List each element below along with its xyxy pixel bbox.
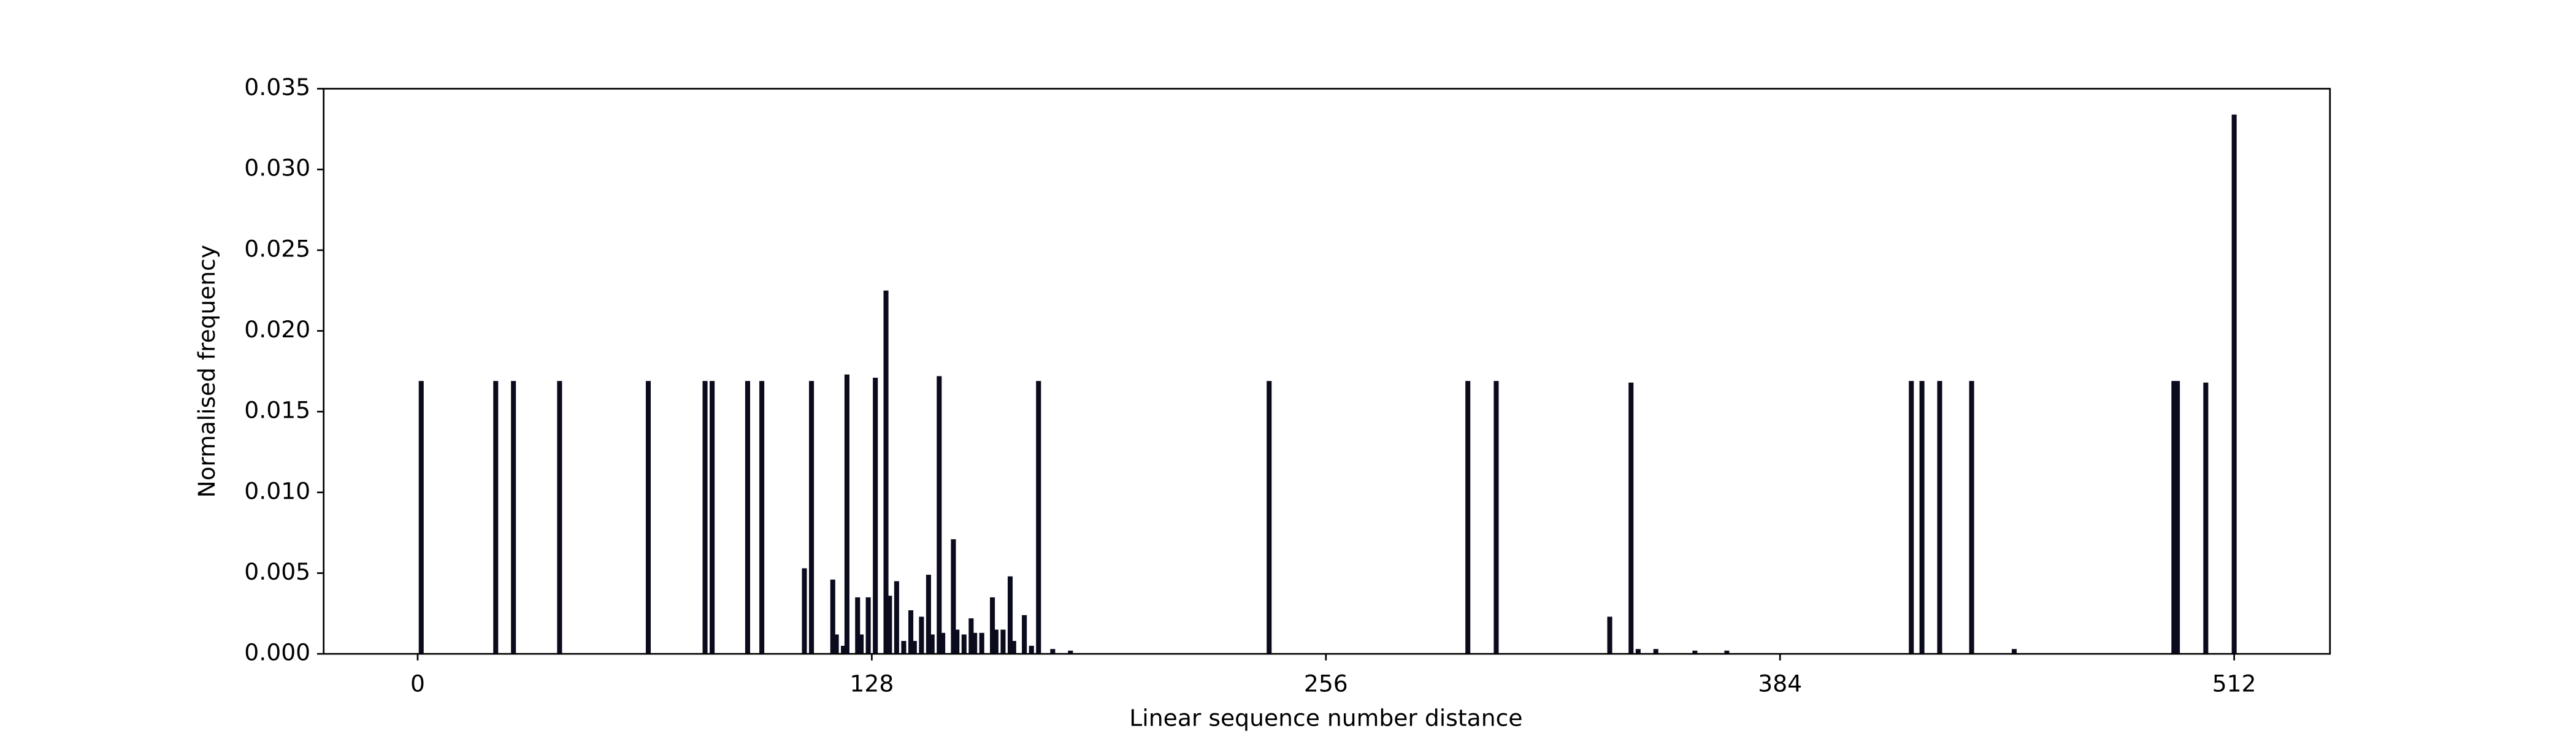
bar [745, 381, 750, 654]
bar [1007, 576, 1013, 654]
bar [1635, 649, 1641, 654]
bar [979, 632, 984, 654]
bar [802, 568, 807, 654]
bar [2203, 382, 2209, 654]
bar [2011, 649, 2017, 654]
bar [990, 597, 995, 654]
bar [1692, 650, 1698, 654]
bar [841, 645, 846, 654]
bar [887, 596, 892, 654]
bar [1068, 650, 1073, 654]
y-tick-label: 0.010 [244, 477, 310, 504]
y-tick-label: 0.030 [244, 155, 310, 182]
bar [1909, 381, 1914, 654]
bar [1036, 381, 1041, 654]
bar [1919, 381, 1925, 654]
bar [865, 597, 871, 654]
bar [557, 381, 562, 654]
bar [954, 629, 960, 654]
bar [926, 575, 931, 654]
bar [702, 381, 708, 654]
bar [511, 381, 516, 654]
bar [1724, 650, 1730, 654]
bar [993, 629, 999, 654]
y-tick-label: 0.000 [244, 639, 310, 666]
bar [1022, 615, 1027, 654]
bar [883, 290, 889, 654]
bar [1000, 629, 1006, 654]
bar [908, 610, 914, 654]
x-tick-label: 384 [1758, 670, 1802, 697]
bar [493, 381, 499, 654]
bar [830, 579, 835, 654]
x-tick-label: 512 [2212, 670, 2256, 697]
bar [1050, 649, 1056, 654]
bar [911, 641, 917, 654]
x-tick-label: 0 [410, 670, 425, 697]
x-tick-label: 256 [1304, 670, 1348, 697]
bar [1493, 381, 1499, 654]
plot-frame [323, 88, 2331, 655]
bar [710, 381, 715, 654]
bar [759, 381, 765, 654]
bar [937, 376, 942, 654]
bar [834, 634, 839, 654]
bar [418, 381, 424, 654]
y-tick-label: 0.035 [244, 74, 310, 101]
y-axis-label: Normalised frequency [193, 245, 220, 497]
bar [901, 641, 907, 654]
x-tick-label: 128 [849, 670, 894, 697]
bar [1011, 641, 1016, 654]
bar [961, 634, 967, 654]
bar [1465, 381, 1471, 654]
bar [2231, 114, 2237, 654]
bar [859, 634, 864, 654]
bar [855, 597, 861, 654]
bar [1653, 649, 1658, 654]
bar [919, 616, 924, 654]
bar [940, 632, 946, 654]
bar [968, 618, 974, 654]
bar [1267, 381, 1272, 654]
y-tick-label: 0.005 [244, 558, 310, 585]
y-tick-label: 0.015 [244, 397, 310, 424]
x-axis-label: Linear sequence number distance [1129, 705, 1522, 732]
bar [972, 632, 978, 654]
bar [844, 374, 849, 654]
bar [2171, 381, 2177, 654]
bar [1937, 381, 1942, 654]
bar [809, 381, 815, 654]
bar [894, 581, 899, 654]
bar [873, 377, 878, 654]
bar [2175, 381, 2180, 654]
y-tick-label: 0.025 [244, 235, 310, 262]
bar [1628, 382, 1634, 654]
y-tick-label: 0.020 [244, 316, 310, 343]
bar [929, 634, 935, 654]
bar [1969, 381, 1974, 654]
bar [1029, 645, 1034, 654]
bar [1607, 616, 1612, 654]
bar [951, 539, 956, 654]
bar [645, 381, 651, 654]
